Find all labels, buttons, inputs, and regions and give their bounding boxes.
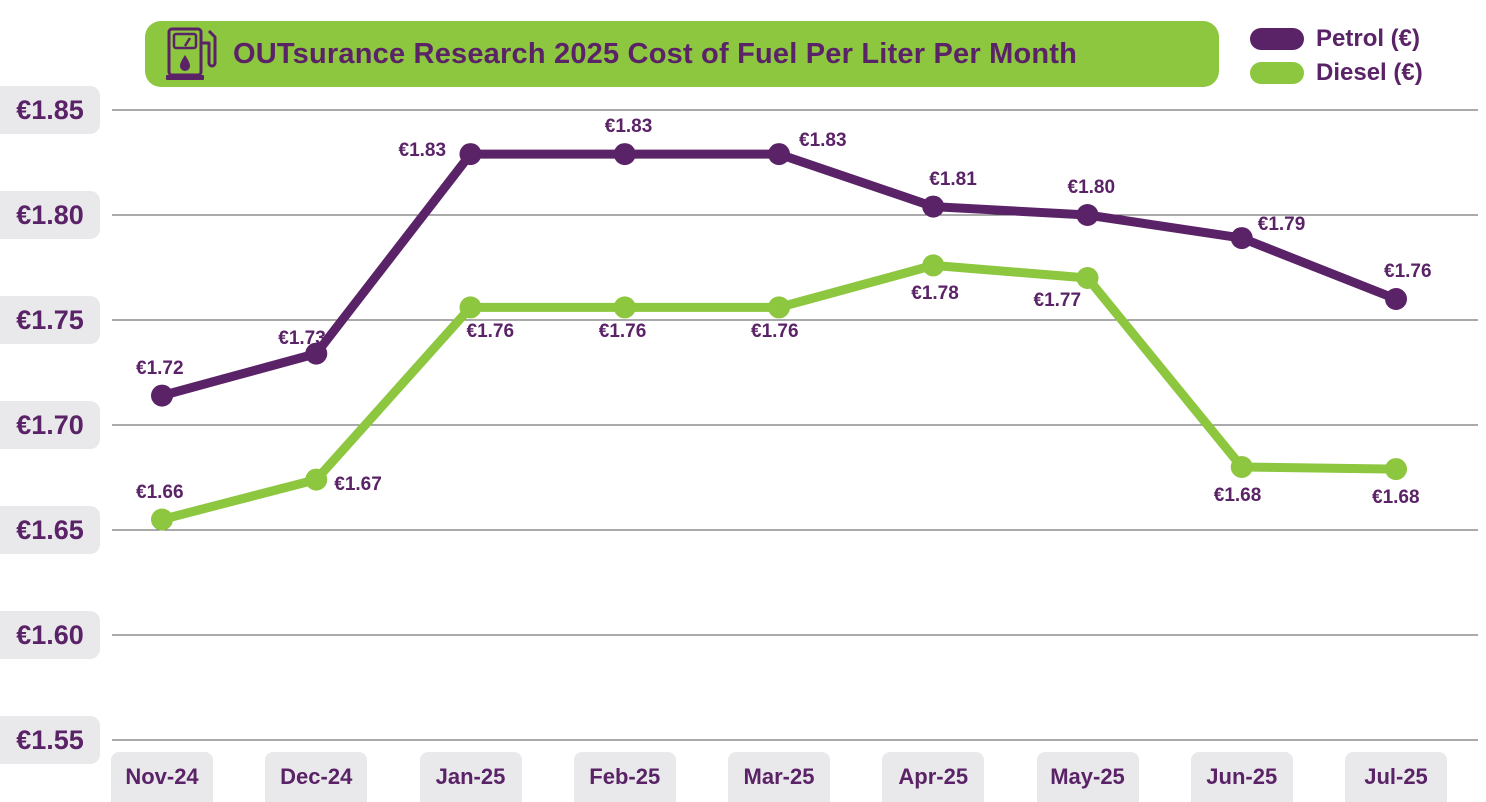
y-tick-label: €1.65	[0, 506, 100, 554]
data-point	[1385, 288, 1407, 310]
data-label: €1.77	[1033, 290, 1082, 311]
y-tick-label: €1.60	[0, 611, 100, 659]
data-label: €1.78	[911, 283, 959, 305]
data-point	[305, 342, 328, 365]
x-tick-label: Apr-25	[882, 752, 985, 802]
data-label: €1.83	[604, 116, 653, 138]
data-point	[613, 143, 636, 166]
data-label: €1.68	[1372, 487, 1420, 509]
legend: Petrol (€) Diesel (€)	[1250, 22, 1423, 90]
series-line-0	[157, 149, 1401, 401]
y-tick-label: €1.85	[0, 86, 100, 134]
legend-swatch-diesel	[1250, 62, 1304, 84]
x-tick-label: Feb-25	[573, 752, 676, 802]
data-label: €1.76	[1384, 261, 1432, 282]
y-tick-label: €1.75	[0, 296, 100, 344]
data-point	[768, 143, 790, 166]
y-tick-label: €1.55	[0, 716, 100, 764]
data-point	[1230, 227, 1253, 250]
title-banner: OUTsurance Research 2025 Cost of Fuel Pe…	[145, 21, 1219, 87]
data-point	[459, 143, 482, 166]
data-point	[1230, 456, 1253, 478]
data-point	[151, 384, 173, 407]
x-tick-label: May-25	[1036, 752, 1139, 802]
data-label: €1.76	[598, 321, 647, 343]
x-tick-label: Mar-25	[728, 752, 830, 802]
data-label: €1.76	[466, 321, 515, 343]
y-tick-label: €1.80	[0, 191, 100, 239]
x-tick-label: Nov-24	[111, 752, 213, 802]
data-point	[1076, 204, 1099, 226]
data-point	[768, 296, 790, 319]
legend-item-petrol: Petrol (€)	[1250, 22, 1423, 56]
data-label: €1.76	[751, 321, 799, 343]
legend-swatch-petrol	[1250, 28, 1304, 50]
data-point	[459, 296, 482, 319]
chart-title: OUTsurance Research 2025 Cost of Fuel Pe…	[233, 37, 1078, 70]
x-tick-label: Jan-25	[419, 752, 522, 802]
data-point	[922, 195, 945, 218]
data-label: €1.66	[136, 481, 184, 503]
legend-item-diesel: Diesel (€)	[1250, 56, 1423, 90]
legend-label-petrol: Petrol (€)	[1316, 25, 1421, 52]
data-label: €1.81	[929, 168, 977, 190]
legend-label-diesel: Diesel (€)	[1316, 59, 1423, 86]
x-tick-label: Dec-24	[265, 752, 368, 802]
data-label: €1.67	[334, 473, 382, 495]
data-label: €1.83	[799, 130, 847, 152]
data-label: €1.68	[1213, 485, 1262, 506]
data-point	[151, 508, 173, 531]
data-point	[613, 296, 636, 319]
x-tick-label: Jun-25	[1190, 752, 1293, 802]
data-label: €1.72	[136, 357, 184, 379]
data-point	[1385, 458, 1407, 481]
fuel-pump-icon	[166, 27, 217, 80]
data-label: €1.83	[398, 140, 447, 162]
data-point	[305, 468, 328, 491]
data-label: €1.73	[278, 327, 326, 349]
x-tick-label: Jul-25	[1345, 752, 1447, 802]
y-tick-label: €1.70	[0, 401, 100, 449]
data-label: €1.79	[1257, 214, 1306, 236]
data-label: €1.80	[1067, 177, 1116, 198]
data-point	[922, 254, 945, 277]
data-point	[1076, 267, 1099, 289]
